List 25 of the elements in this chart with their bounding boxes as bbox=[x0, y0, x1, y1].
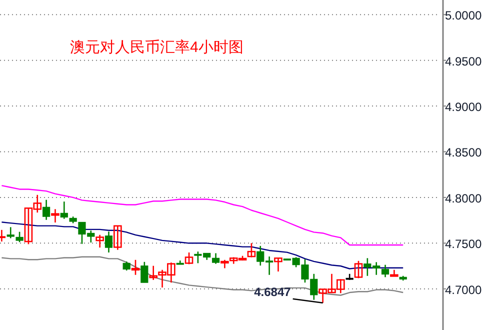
candlestick bbox=[104, 230, 113, 254]
y-tick-label: 5.0000 bbox=[445, 8, 482, 23]
candlestick bbox=[96, 234, 104, 248]
candlestick bbox=[212, 252, 220, 264]
candlestick bbox=[274, 258, 282, 272]
y-tick-label: 4.8500 bbox=[445, 146, 482, 160]
candlestick bbox=[42, 199, 50, 220]
candlestick bbox=[381, 264, 390, 278]
candlestick bbox=[131, 259, 140, 276]
candlestick bbox=[6, 226, 14, 239]
candlestick bbox=[184, 252, 194, 265]
candlestick bbox=[114, 225, 122, 250]
candlestick bbox=[140, 261, 148, 284]
text: 澳元对人民币汇率4小时图 bbox=[70, 39, 244, 56]
candlestick bbox=[354, 260, 363, 279]
y-tick-label: 4.9000 bbox=[445, 100, 482, 114]
candlestick bbox=[60, 200, 68, 220]
candlestick bbox=[247, 242, 256, 258]
y-tick-label: 4.7000 bbox=[445, 282, 482, 297]
y-tick-label: 4.9500 bbox=[445, 54, 482, 68]
candlestick bbox=[16, 231, 24, 243]
line-series bbox=[1, 184, 404, 246]
candlestick bbox=[51, 208, 60, 224]
y-tick-label: 4.7500 bbox=[445, 237, 482, 252]
y-tick-label: 4.8000 bbox=[445, 191, 482, 206]
